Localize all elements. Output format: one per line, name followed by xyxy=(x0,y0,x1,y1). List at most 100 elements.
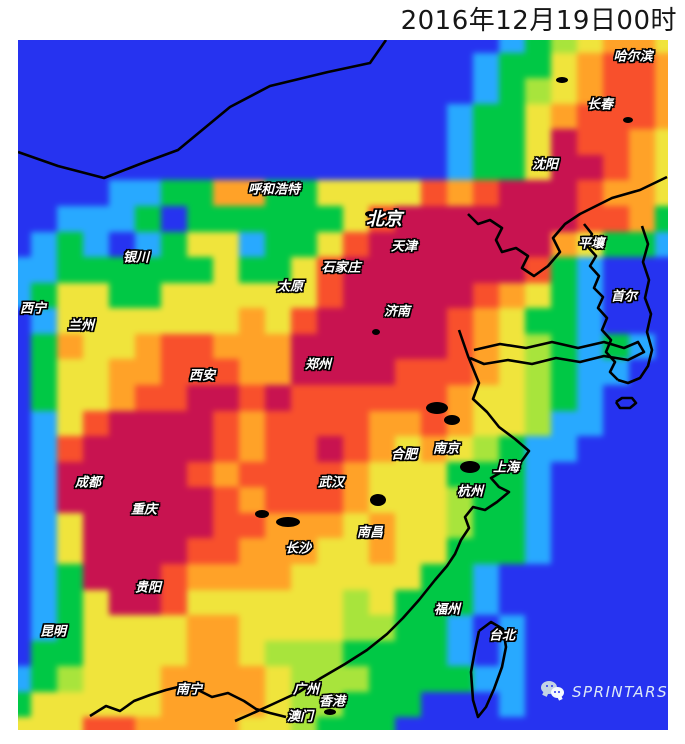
city-label-昆明: 昆明 xyxy=(39,624,67,640)
heat-cell xyxy=(629,205,655,232)
heat-cell xyxy=(577,666,603,692)
heat-cell xyxy=(421,154,447,181)
heat-cell xyxy=(31,538,57,564)
heat-cell xyxy=(603,640,629,667)
heat-cell xyxy=(343,717,369,730)
heat-cell xyxy=(265,384,291,411)
heat-cell xyxy=(31,78,57,104)
heat-cell xyxy=(109,282,135,309)
heat-cell xyxy=(161,512,187,539)
heat-cell xyxy=(161,487,187,513)
heat-cell xyxy=(83,410,109,437)
heat-cell xyxy=(213,40,239,53)
heat-cell xyxy=(447,78,473,104)
heat-cell xyxy=(629,563,655,590)
heat-cell xyxy=(499,78,525,104)
heat-cell xyxy=(317,205,343,232)
heat-cell xyxy=(447,666,473,692)
heat-cell xyxy=(447,512,473,539)
heat-cell xyxy=(317,384,343,411)
heat-cell xyxy=(83,538,109,564)
heat-cell xyxy=(447,231,473,258)
heat-cell xyxy=(369,691,395,718)
heat-cell xyxy=(265,333,291,360)
heat-cell xyxy=(603,257,629,283)
heat-cell xyxy=(213,384,239,411)
heat-cell xyxy=(109,103,135,130)
heat-cell xyxy=(18,154,31,181)
heat-cell xyxy=(31,180,57,206)
heat-cell xyxy=(317,103,343,130)
heat-cell xyxy=(161,103,187,130)
heat-cell xyxy=(317,436,343,462)
heat-cell xyxy=(395,282,421,309)
heat-cell xyxy=(57,384,83,411)
heat-cell xyxy=(603,691,629,718)
heat-cell xyxy=(213,640,239,667)
heat-cell xyxy=(369,282,395,309)
heat-cell xyxy=(135,410,161,437)
heat-cell xyxy=(239,78,265,104)
wechat-icon xyxy=(541,681,565,702)
heat-cell xyxy=(395,129,421,155)
heat-cell xyxy=(603,231,629,258)
heat-cell xyxy=(603,512,629,539)
heat-cell xyxy=(135,282,161,309)
heat-cell xyxy=(551,40,577,53)
heat-cell xyxy=(291,487,317,513)
heat-cell xyxy=(343,205,369,232)
heat-cell xyxy=(161,615,187,641)
heat-cell xyxy=(369,257,395,283)
heat-cell xyxy=(213,333,239,360)
heat-cell xyxy=(655,282,668,309)
heat-cell xyxy=(161,205,187,232)
heat-cell xyxy=(265,308,291,334)
heat-cell xyxy=(213,410,239,437)
heat-cell xyxy=(343,78,369,104)
heat-cell xyxy=(109,52,135,79)
heat-cell xyxy=(213,589,239,616)
heat-cell xyxy=(187,257,213,283)
heat-cell xyxy=(499,487,525,513)
heat-cell xyxy=(18,52,31,79)
heat-cell xyxy=(499,180,525,206)
heat-cell xyxy=(603,384,629,411)
city-label-南京: 南京 xyxy=(432,441,460,457)
heat-cell xyxy=(83,129,109,155)
heat-cell xyxy=(577,461,603,488)
heat-cell xyxy=(343,640,369,667)
heat-cell xyxy=(31,563,57,590)
heat-cell xyxy=(395,410,421,437)
heat-cell xyxy=(291,384,317,411)
heat-cell xyxy=(447,461,473,488)
heat-cell xyxy=(57,538,83,564)
heat-cell xyxy=(317,180,343,206)
heat-cell xyxy=(31,257,57,283)
heat-cell xyxy=(447,410,473,437)
heat-cell xyxy=(83,640,109,667)
heat-cell xyxy=(499,384,525,411)
heat-cell xyxy=(343,359,369,385)
heat-cell xyxy=(525,615,551,641)
heat-cell xyxy=(603,129,629,155)
heat-cell xyxy=(317,282,343,309)
heat-cell xyxy=(239,589,265,616)
heat-cell xyxy=(239,487,265,513)
heat-cell xyxy=(343,231,369,258)
heat-cell xyxy=(18,461,31,488)
heat-cell xyxy=(135,78,161,104)
heat-cell xyxy=(213,563,239,590)
heat-cell xyxy=(161,333,187,360)
heat-cell xyxy=(18,257,31,283)
heat-cell xyxy=(421,717,447,730)
heat-cell xyxy=(577,154,603,181)
heat-cell xyxy=(655,436,668,462)
heat-cell xyxy=(187,461,213,488)
heat-cell xyxy=(265,640,291,667)
heat-cell xyxy=(629,666,655,692)
heat-cell xyxy=(57,180,83,206)
heat-cell xyxy=(187,52,213,79)
heat-cell xyxy=(577,282,603,309)
heat-cell xyxy=(83,257,109,283)
heat-cell xyxy=(83,691,109,718)
